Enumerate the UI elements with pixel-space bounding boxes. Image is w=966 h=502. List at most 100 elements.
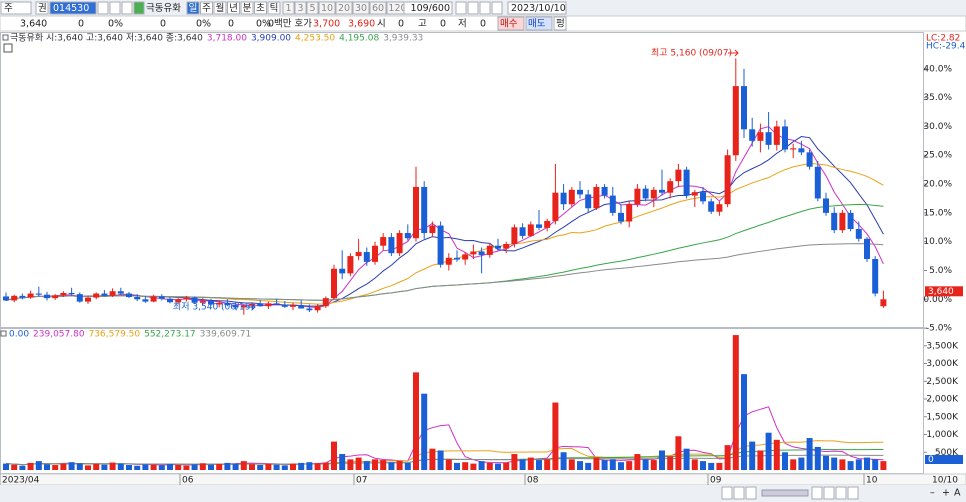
interval-button[interactable]: 1 xyxy=(285,3,291,14)
volume-bar xyxy=(35,461,42,470)
quote-field[interactable]: 매도 xyxy=(528,19,546,30)
period-button[interactable]: 틱 xyxy=(270,2,279,14)
quote-field: 0 xyxy=(480,19,486,30)
period-button[interactable]: 초 xyxy=(256,3,265,14)
button[interactable] xyxy=(507,1,567,15)
interval-button[interactable]: 30 xyxy=(355,3,367,14)
legend-box xyxy=(0,330,7,337)
button[interactable] xyxy=(525,16,553,31)
button[interactable] xyxy=(497,16,525,31)
volume-bar xyxy=(732,335,739,470)
button[interactable] xyxy=(186,1,200,15)
button[interactable] xyxy=(35,1,49,15)
button[interactable] xyxy=(254,1,267,15)
period-button[interactable]: 일 xyxy=(189,3,198,14)
period-button[interactable]: 주 xyxy=(202,3,211,14)
candle-body xyxy=(19,295,26,298)
button[interactable] xyxy=(49,1,97,15)
volume-bar xyxy=(790,459,797,470)
candle-body xyxy=(142,299,149,302)
button[interactable] xyxy=(133,1,145,15)
button[interactable] xyxy=(811,486,823,500)
button[interactable] xyxy=(109,1,121,15)
button[interactable] xyxy=(200,1,213,15)
candle-body xyxy=(716,204,723,212)
button[interactable] xyxy=(553,16,567,31)
interval-button[interactable]: 10 xyxy=(321,3,333,14)
button[interactable] xyxy=(0,1,32,15)
account-select[interactable]: 권 xyxy=(38,2,47,14)
button[interactable] xyxy=(847,486,859,500)
stock-name[interactable]: 극동유화 xyxy=(146,3,181,14)
interval-button[interactable]: 60 xyxy=(372,3,384,14)
volume-bar xyxy=(560,452,567,470)
button[interactable] xyxy=(240,1,254,15)
button[interactable] xyxy=(121,1,133,15)
button[interactable] xyxy=(267,1,281,15)
candle-body xyxy=(224,302,231,306)
button[interactable] xyxy=(352,1,370,15)
button[interactable] xyxy=(823,486,835,500)
date-input[interactable]: 2023/10/10 xyxy=(511,3,566,14)
interval-button[interactable]: 5 xyxy=(309,3,315,14)
button[interactable] xyxy=(721,486,733,500)
button[interactable] xyxy=(745,486,757,500)
quote-field[interactable]: 펑 xyxy=(556,19,565,30)
interval-button[interactable]: 20 xyxy=(338,3,350,14)
button[interactable] xyxy=(455,1,467,15)
button[interactable] xyxy=(213,1,227,15)
button[interactable] xyxy=(97,1,109,15)
volume-bar xyxy=(339,454,346,470)
volume-bar xyxy=(724,445,731,470)
candle-body xyxy=(741,86,747,130)
candle-body xyxy=(199,301,206,303)
zoom-button[interactable]: + xyxy=(942,488,950,499)
market-select[interactable]: 주 xyxy=(4,3,13,14)
count: 109/600 xyxy=(411,3,450,14)
button[interactable] xyxy=(467,1,479,15)
volume-bar xyxy=(675,436,682,470)
candle-body xyxy=(76,294,83,302)
lc-label: LC:2.82 xyxy=(926,34,960,44)
interval-button[interactable]: 120 xyxy=(388,3,406,14)
button[interactable] xyxy=(335,1,353,15)
code-input[interactable]: 014530 xyxy=(53,3,89,14)
zoom-button[interactable]: A xyxy=(954,488,961,499)
candle-body xyxy=(806,152,813,167)
quote-field: 0 xyxy=(78,19,84,30)
candle-body xyxy=(35,293,42,295)
period-button[interactable]: 월 xyxy=(216,2,225,14)
button[interactable] xyxy=(318,1,336,15)
button[interactable] xyxy=(227,1,240,15)
candle-body xyxy=(175,299,182,303)
button[interactable] xyxy=(282,1,295,15)
legend-value: 736,579.50 xyxy=(89,330,141,340)
candle-body xyxy=(363,252,370,262)
volume-bar xyxy=(585,462,592,470)
quote-field[interactable]: 매수 xyxy=(500,19,518,30)
quote-field: 0백만 호가 xyxy=(268,19,312,30)
volume-bar xyxy=(880,461,887,470)
quote-field: 0% xyxy=(108,19,123,30)
button[interactable] xyxy=(306,1,319,15)
button[interactable] xyxy=(294,1,307,15)
y-tick-label: -5.0% xyxy=(926,324,953,334)
candle-body xyxy=(240,305,247,308)
interval-button[interactable]: 3 xyxy=(297,3,303,14)
button[interactable] xyxy=(491,1,503,15)
candle-body xyxy=(773,126,780,145)
button[interactable] xyxy=(369,1,387,15)
volume-bar xyxy=(650,460,657,470)
candle-body xyxy=(519,227,526,236)
period-button[interactable]: 분 xyxy=(243,3,252,14)
period-button[interactable]: 년 xyxy=(229,3,238,14)
button[interactable] xyxy=(835,486,847,500)
volume-bar xyxy=(486,462,493,470)
button[interactable] xyxy=(479,1,491,15)
button[interactable] xyxy=(733,486,745,500)
volume-bar xyxy=(76,463,83,470)
volume-bar xyxy=(240,461,247,470)
candle-body xyxy=(864,238,870,259)
settings-icon[interactable] xyxy=(3,43,13,53)
zoom-button[interactable]: – xyxy=(930,488,935,499)
